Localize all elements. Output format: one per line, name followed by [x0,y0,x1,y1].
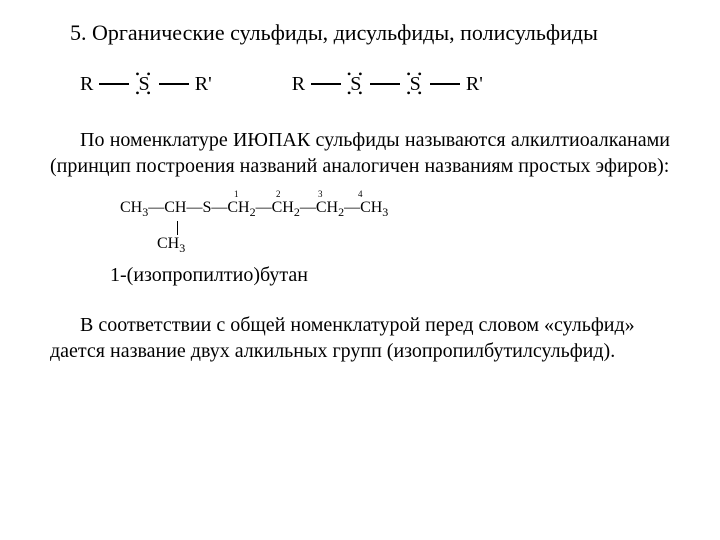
sulfur-atom: • • S • • [347,71,364,97]
structure-branch: CH3 [157,235,670,256]
paragraph-general-nomenclature: В соответствии с общей номенклатурой пер… [50,312,670,364]
compound-structure: CH3—CH—S—CH2—CH2—CH2—CH3 1 2 3 4 CH3 [120,199,670,255]
section-title: 5. Органические сульфиды, дисульфиды, по… [70,20,670,46]
compound-name: 1-(изопропилтио)бутан [110,264,670,287]
sulfur-atom: • • S • • [406,71,423,97]
carbon-number: 2 [276,189,281,199]
lone-pair-bottom: • • [135,90,152,97]
paragraph-nomenclature: По номенклатуре ИЮПАК сульфиды называютс… [50,127,670,179]
bond-icon [99,83,129,85]
carbon-number: 4 [358,189,363,199]
vertical-bond-icon [177,221,178,235]
r-prime-group: R' [195,73,212,96]
carbon-number: 1 [234,189,239,199]
r-group: R [80,73,93,96]
carbon-number: 3 [318,189,323,199]
sulfur-atom: • • S • • [135,71,152,97]
structure-main-chain: CH3—CH—S—CH2—CH2—CH2—CH3 1 2 3 4 [120,199,670,220]
bond-icon [311,83,341,85]
formula-row: R • • S • • R' R • • S • • • • S • • R' [80,71,670,97]
bond-icon [159,83,189,85]
sulfide-formula: R • • S • • R' [80,71,212,97]
lone-pair-bottom: • • [406,90,423,97]
r-prime-group: R' [466,73,483,96]
r-group: R [292,73,305,96]
lone-pair-bottom: • • [347,90,364,97]
disulfide-formula: R • • S • • • • S • • R' [292,71,483,97]
bond-icon [370,83,400,85]
bond-icon [430,83,460,85]
